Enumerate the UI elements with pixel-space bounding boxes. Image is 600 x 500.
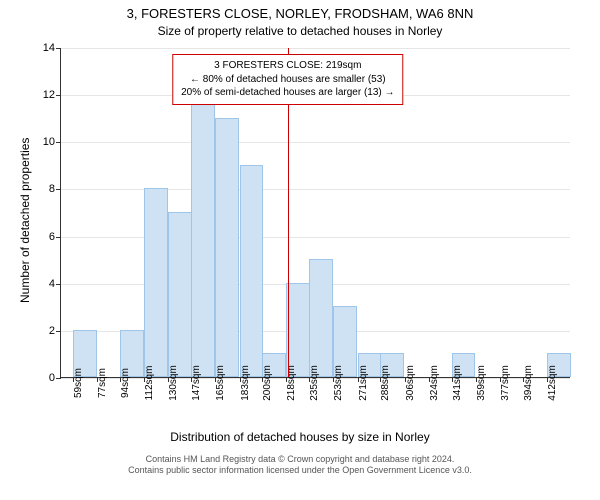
x-tick-label: 147sqm	[191, 365, 202, 401]
x-tick-label: 77sqm	[97, 368, 108, 398]
y-tick-mark	[56, 237, 61, 238]
x-tick-label: 200sqm	[262, 365, 273, 401]
y-tick-label: 6	[49, 231, 55, 243]
y-tick-label: 14	[43, 42, 55, 54]
annotation-line1: 3 FORESTERS CLOSE: 219sqm	[181, 59, 394, 73]
annotation-box: 3 FORESTERS CLOSE: 219sqm← 80% of detach…	[172, 54, 403, 105]
annotation-line3: 20% of semi-detached houses are larger (…	[181, 86, 394, 100]
y-tick-label: 0	[49, 372, 55, 384]
histogram-bar	[191, 94, 215, 377]
x-tick-label: 130sqm	[168, 365, 179, 401]
annotation-line2: ← 80% of detached houses are smaller (53…	[181, 73, 394, 87]
histogram-bar	[240, 165, 264, 377]
histogram-bar	[144, 188, 168, 377]
y-tick-mark	[56, 331, 61, 332]
chart-title-sub: Size of property relative to detached ho…	[0, 24, 600, 38]
x-tick-label: 377sqm	[500, 365, 511, 401]
x-tick-label: 288sqm	[380, 365, 391, 401]
x-axis-title: Distribution of detached houses by size …	[0, 430, 600, 444]
y-tick-label: 4	[49, 278, 55, 290]
chart-container: 3, FORESTERS CLOSE, NORLEY, FRODSHAM, WA…	[0, 0, 600, 500]
grid-line	[61, 142, 570, 143]
x-tick-label: 271sqm	[358, 365, 369, 401]
chart-title-main: 3, FORESTERS CLOSE, NORLEY, FRODSHAM, WA…	[0, 6, 600, 21]
y-tick-mark	[56, 189, 61, 190]
y-tick-label: 12	[43, 89, 55, 101]
y-tick-mark	[56, 142, 61, 143]
x-tick-label: 165sqm	[215, 365, 226, 401]
footnote: Contains HM Land Registry data © Crown c…	[0, 454, 600, 477]
y-tick-label: 10	[43, 136, 55, 148]
x-tick-label: 306sqm	[405, 365, 416, 401]
y-tick-mark	[56, 284, 61, 285]
histogram-bar	[215, 118, 239, 377]
x-tick-label: 412sqm	[547, 365, 558, 401]
footnote-line1: Contains HM Land Registry data © Crown c…	[146, 454, 455, 464]
footnote-line2: Contains public sector information licen…	[128, 465, 472, 475]
histogram-bar	[286, 283, 310, 377]
x-tick-label: 94sqm	[120, 368, 131, 398]
x-tick-label: 324sqm	[429, 365, 440, 401]
x-tick-label: 253sqm	[333, 365, 344, 401]
grid-line	[61, 48, 570, 49]
histogram-bar	[168, 212, 192, 377]
grid-line	[61, 237, 570, 238]
y-tick-mark	[56, 95, 61, 96]
x-tick-label: 394sqm	[523, 365, 534, 401]
y-tick-label: 2	[49, 325, 55, 337]
x-tick-label: 183sqm	[240, 365, 251, 401]
y-axis-title: Number of detached properties	[18, 138, 32, 303]
y-tick-label: 8	[49, 183, 55, 195]
x-tick-label: 235sqm	[309, 365, 320, 401]
x-tick-label: 59sqm	[73, 368, 84, 398]
x-tick-label: 112sqm	[144, 366, 155, 401]
x-tick-label: 341sqm	[452, 365, 463, 401]
grid-line	[61, 189, 570, 190]
histogram-bar	[309, 259, 333, 377]
plot-area: 0246810121459sqm77sqm94sqm112sqm130sqm14…	[60, 48, 570, 378]
y-tick-mark	[56, 378, 61, 379]
y-tick-mark	[56, 48, 61, 49]
x-tick-label: 359sqm	[476, 365, 487, 401]
